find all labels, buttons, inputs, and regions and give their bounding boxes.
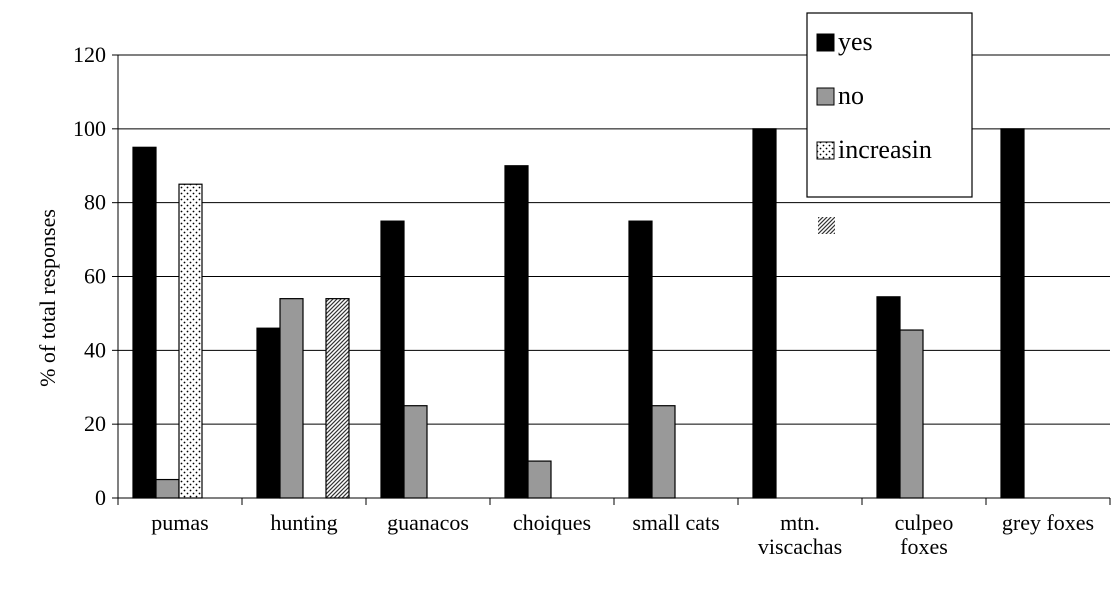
tick-labels: 0 20 40 60 80 100 120 pumas hunting guanacos choiq… [73,42,1094,559]
y-axis-label: % of total responses [35,209,60,387]
x-tick-label: pumas [151,510,208,535]
legend: yes no increasin [806,12,973,234]
x-tick-label: small cats [632,510,719,535]
x-tick-label: viscachas [758,534,842,559]
legend-swatch [816,87,835,106]
bar-no [279,298,304,499]
x-tick-label: guanacos [387,510,469,535]
x-tick-label: culpeo [895,510,954,535]
bar-yes [256,327,281,499]
x-tick-label: foxes [900,534,948,559]
bar-increasin [178,183,203,499]
x-tick-label: choiques [513,510,591,535]
bar-yes [132,146,157,499]
bars [132,128,1025,499]
x-tick-label: hunting [270,510,337,535]
y-tick-label: 80 [84,190,106,215]
bar-yes [1000,128,1025,499]
bar-yes [380,220,405,499]
y-tick-label: 0 [95,485,106,510]
bar-no [899,329,924,499]
bar-series-3 [325,298,350,499]
y-tick-label: 40 [84,337,106,362]
legend-swatch [816,33,835,52]
bar-yes [504,165,529,499]
x-tick-label: mtn. [780,510,820,535]
y-tick-label: 60 [84,264,106,289]
legend-swatch-unlabeled [818,217,835,234]
bar-yes [876,296,901,499]
legend-label: yes [838,27,873,56]
bar-no [527,460,552,499]
legend-label: increasin [838,135,932,164]
bar-yes [752,128,777,499]
legend-label: no [838,81,864,110]
bar-no [155,478,180,499]
bar-no [651,405,676,499]
y-tick-label: 20 [84,411,106,436]
x-tick-label: grey foxes [1002,510,1094,535]
bar-yes [628,220,653,499]
y-tick-label: 120 [73,42,106,67]
y-tick-label: 100 [73,116,106,141]
legend-swatch [816,141,835,160]
bar-no [403,405,428,499]
